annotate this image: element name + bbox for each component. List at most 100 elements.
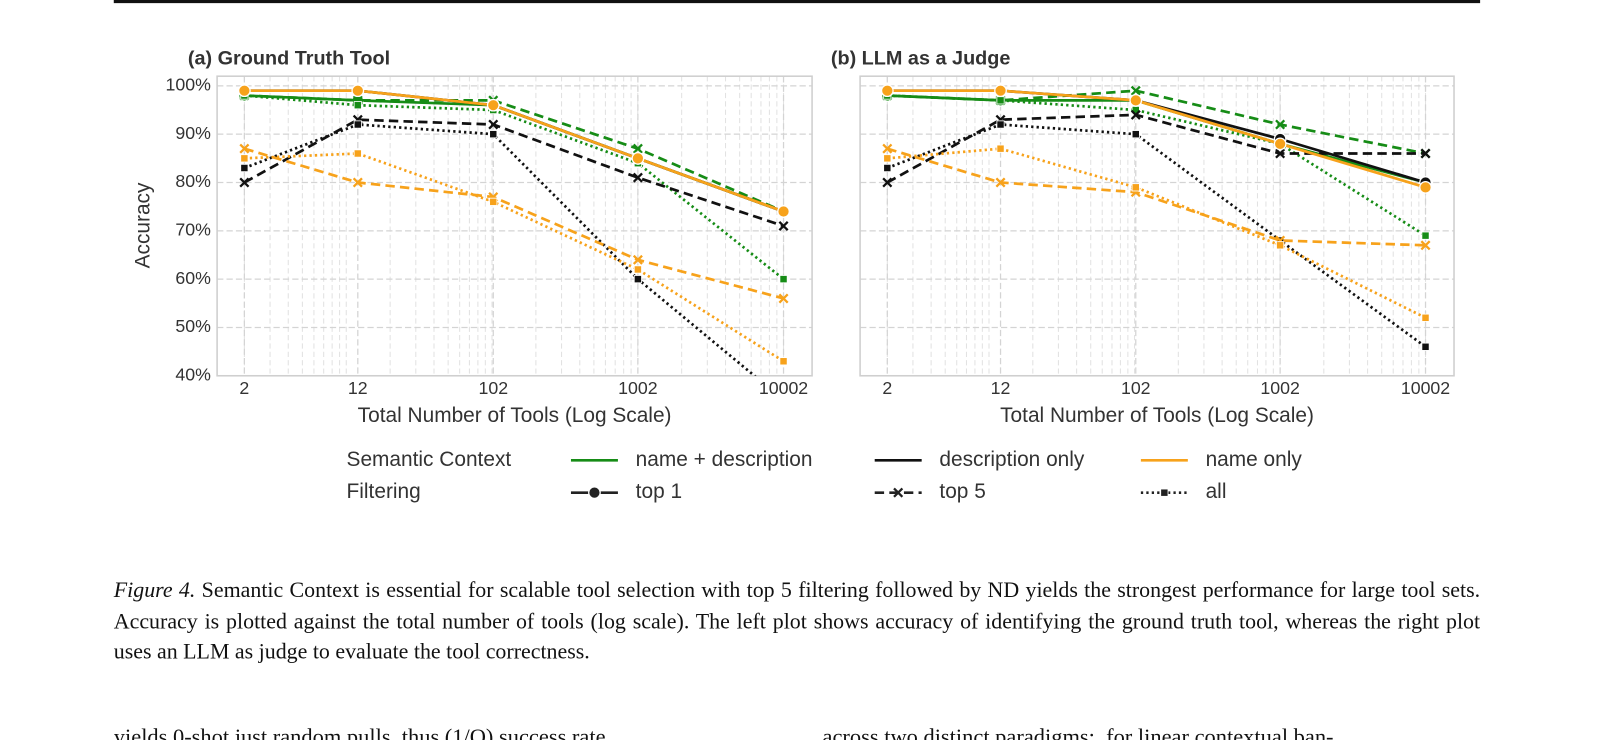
caption: Figure 4. Semantic Context is essential … [114, 575, 1480, 667]
marker [240, 163, 249, 173]
marker [880, 84, 894, 98]
marker [489, 197, 498, 206]
series-line [244, 152, 785, 363]
marker [1275, 119, 1286, 130]
marker [1273, 137, 1287, 151]
marker [882, 143, 893, 154]
chart-title: (b) LLM as a Judge [831, 48, 1011, 70]
marker [996, 96, 1005, 105]
series-line [243, 123, 757, 376]
x-axis-label: Total Number of Tools (Log Scale) [1000, 404, 1314, 427]
x-tick-label: 10002 [1401, 378, 1450, 398]
marker [486, 98, 500, 112]
marker [778, 220, 789, 231]
plot-frame [859, 75, 1455, 377]
marker [883, 163, 892, 173]
legend-title: Filtering [347, 480, 421, 503]
marker [778, 293, 789, 304]
legend-title: Semantic Context [347, 448, 512, 471]
legend-marker [1160, 488, 1169, 497]
chart-title: (a) Ground Truth Tool [188, 48, 390, 70]
y-tick-label: 60% [175, 268, 211, 288]
marker [1275, 148, 1286, 159]
y-axis-label: Accuracy [132, 182, 155, 268]
series-layer [238, 84, 790, 376]
marker [1420, 240, 1431, 251]
caption-text: Semantic Context is essential for scalab… [113, 577, 1481, 664]
x-tick-label: 2 [239, 378, 249, 398]
series-line [244, 89, 785, 213]
y-tick-label: 80% [175, 171, 211, 191]
marker [779, 357, 788, 366]
x-tick-label: 2 [882, 378, 892, 398]
plot: (b) LLM as a Judge 2 12 102 1002 10002 Total N… [831, 48, 1455, 427]
marker [1419, 180, 1432, 194]
marker [353, 120, 362, 129]
marker [1421, 342, 1430, 351]
marker [995, 177, 1006, 188]
series-line [886, 113, 1426, 184]
marker [353, 101, 362, 110]
marker [1129, 93, 1143, 107]
legend-label: top 5 [939, 480, 985, 503]
series-line [244, 94, 785, 281]
marker [882, 177, 893, 188]
series-line [887, 94, 1427, 237]
x-tick-label: 102 [1121, 378, 1151, 398]
marker [632, 254, 643, 265]
y-tick-label: 90% [175, 123, 211, 143]
plot: (a) Ground Truth Tool 40% 50% 60% 70% 80% 90% 1… [132, 48, 813, 427]
marker [351, 84, 365, 98]
marker [1276, 241, 1285, 250]
marker [633, 265, 642, 274]
y-tick-label: 70% [175, 220, 211, 240]
marker [632, 143, 643, 154]
marker [353, 149, 362, 158]
marker [632, 172, 643, 183]
y-tick-label: 50% [175, 316, 211, 336]
marker [352, 177, 363, 188]
marker [996, 120, 1005, 129]
series-layer [880, 84, 1432, 351]
series-line [244, 89, 785, 213]
figure: (a) Ground Truth Tool 40% 50% 60% 70% 80% 90% 1… [113, 0, 1481, 503]
x-tick-label: 10002 [759, 378, 808, 398]
marker [240, 154, 249, 163]
series-line [887, 147, 1427, 320]
x-tick-label: 1002 [1260, 378, 1299, 398]
y-tick-label: 100% [165, 75, 211, 95]
marker [779, 275, 788, 284]
y-tick-label: 40% [175, 364, 211, 384]
marker [633, 275, 642, 284]
marker [239, 177, 250, 188]
marker [996, 144, 1005, 153]
marker [239, 143, 250, 154]
marker [1421, 231, 1430, 240]
marker [631, 151, 645, 165]
marker [777, 205, 790, 218]
series-line [887, 89, 1426, 155]
marker [1130, 109, 1141, 120]
marker [883, 154, 892, 163]
caption-label: Figure 4. [113, 577, 196, 603]
x-axis-label: Total Number of Tools (Log Scale) [358, 404, 672, 427]
marker [1420, 148, 1431, 159]
series-line [243, 147, 784, 300]
legend-label: name + description [636, 448, 813, 471]
marker [488, 119, 499, 130]
marker [1421, 313, 1430, 322]
plot-frame [216, 75, 813, 377]
legend-label: name only [1206, 448, 1303, 471]
x-tick-label: 1002 [618, 378, 657, 398]
legend-label: description only [939, 448, 1085, 471]
body-text: across two distinct paradigms: for linea… [822, 724, 1334, 740]
marker [1131, 130, 1140, 139]
x-tick-label: 12 [991, 378, 1011, 398]
x-tick-label: 12 [348, 378, 368, 398]
x-tick-label: 102 [478, 378, 508, 398]
marker [1130, 85, 1141, 96]
legend-marker [893, 487, 904, 498]
marker [238, 84, 251, 98]
marker [994, 84, 1007, 98]
